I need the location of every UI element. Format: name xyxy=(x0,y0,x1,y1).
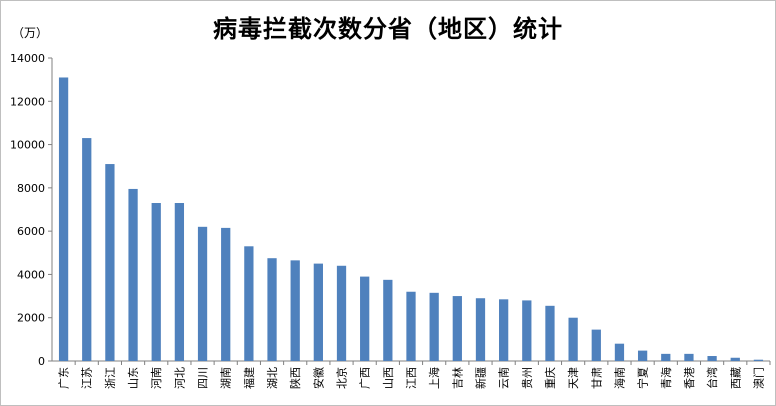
chart-title: 病毒拦截次数分省（地区）统计 xyxy=(213,14,563,43)
x-tick-label: 山西 xyxy=(382,367,395,389)
bar xyxy=(545,305,555,361)
x-tick-label: 陕西 xyxy=(288,367,302,389)
bar xyxy=(221,227,231,361)
bar xyxy=(336,265,347,361)
bar xyxy=(290,260,300,361)
bar xyxy=(661,353,671,361)
y-tick-label: 10000 xyxy=(10,139,45,152)
x-tick-label: 台湾 xyxy=(705,367,719,389)
x-tick-label: 上海 xyxy=(427,367,441,389)
bar xyxy=(753,359,764,361)
bar xyxy=(475,298,486,361)
x-tick-label: 北京 xyxy=(335,367,349,389)
x-tick-label: 河南 xyxy=(150,367,163,389)
x-tick-label: 江苏 xyxy=(81,367,94,389)
bar xyxy=(128,188,138,361)
bar xyxy=(197,226,208,361)
bar xyxy=(383,279,393,361)
x-tick-label: 西藏 xyxy=(729,367,742,389)
x-tick-label: 宁夏 xyxy=(636,367,650,389)
x-tick-label: 重庆 xyxy=(543,367,557,389)
bar xyxy=(151,203,161,361)
x-tick-label: 吉林 xyxy=(450,367,464,389)
y-tick-label: 2000 xyxy=(17,312,45,325)
x-tick-label: 云南 xyxy=(498,367,511,389)
x-tick-label: 福建 xyxy=(242,367,256,389)
x-tick-label: 山东 xyxy=(127,367,140,389)
bar xyxy=(637,350,648,361)
y-tick-label: 8000 xyxy=(17,182,45,195)
x-tick-label: 新疆 xyxy=(473,367,487,389)
bar xyxy=(452,296,462,361)
y-tick-label: 14000 xyxy=(10,52,45,65)
x-tick-label: 贵州 xyxy=(521,367,534,389)
bar xyxy=(58,77,69,361)
bar xyxy=(429,292,439,361)
x-tick-label: 河北 xyxy=(173,367,186,389)
bar xyxy=(244,246,254,361)
x-tick-label: 海南 xyxy=(612,367,626,389)
x-tick-label: 广西 xyxy=(359,367,372,389)
bar xyxy=(82,138,92,361)
x-tick-label: 四川 xyxy=(197,367,210,389)
x-tick-label: 浙江 xyxy=(104,367,117,389)
bar xyxy=(730,357,740,361)
x-tick-label: 甘肃 xyxy=(590,367,603,389)
x-tick-label: 安徽 xyxy=(311,367,325,389)
bar xyxy=(522,300,532,361)
bar xyxy=(360,276,370,361)
bar xyxy=(568,317,578,361)
y-axis-unit-label: （万） xyxy=(12,26,49,40)
bar xyxy=(684,353,694,361)
bar xyxy=(591,329,601,361)
bar xyxy=(313,263,323,361)
y-tick-label: 0 xyxy=(38,355,45,368)
bar xyxy=(707,356,717,361)
x-tick-label: 广东 xyxy=(58,367,71,389)
bar xyxy=(614,343,625,361)
x-tick-label: 天津 xyxy=(567,367,580,389)
bar xyxy=(267,258,277,361)
bar xyxy=(406,291,416,361)
x-tick-label: 湖北 xyxy=(266,367,279,389)
y-tick-label: 12000 xyxy=(10,95,45,108)
x-tick-label: 青海 xyxy=(659,367,673,389)
x-tick-label: 湖南 xyxy=(220,367,233,389)
y-tick-label: 6000 xyxy=(17,225,45,238)
x-tick-label: 澳门 xyxy=(751,367,765,389)
bar xyxy=(174,203,185,361)
x-tick-label: 江西 xyxy=(405,367,418,389)
bar xyxy=(105,164,115,361)
bar xyxy=(499,299,509,361)
y-tick-label: 4000 xyxy=(17,268,45,281)
x-tick-label: 香港 xyxy=(683,367,696,389)
